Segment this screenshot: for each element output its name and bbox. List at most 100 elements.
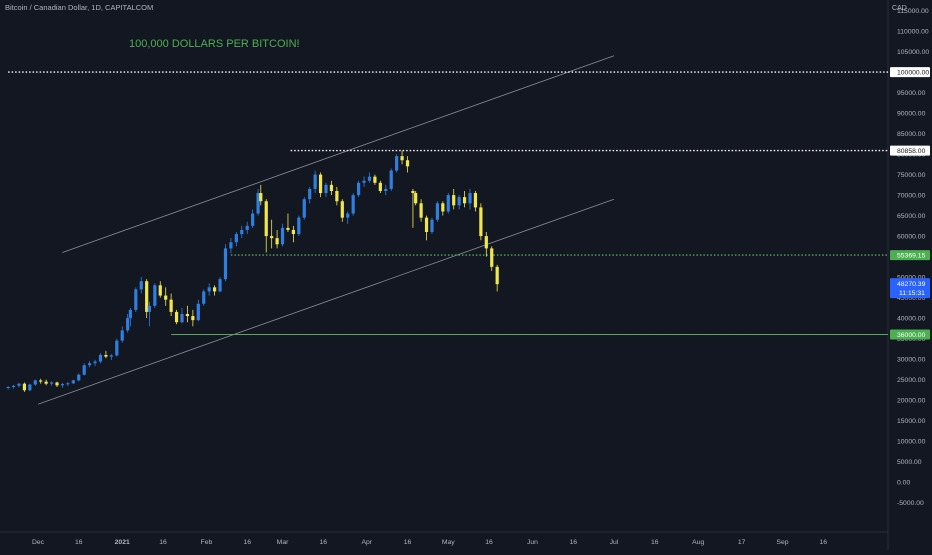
candle-body: [357, 182, 361, 196]
candle-body: [495, 266, 499, 285]
candle-body: [180, 314, 184, 323]
y-tick-label[interactable]: 40000.00: [897, 316, 926, 323]
x-tick-label[interactable]: 16: [651, 539, 659, 546]
candle-body: [419, 203, 423, 218]
candle-body: [126, 318, 130, 331]
x-tick-label[interactable]: Dec: [32, 539, 45, 546]
price-tag-text: 100000.00: [897, 70, 929, 77]
candle-body: [446, 195, 450, 212]
candle-body: [435, 203, 439, 220]
candle-body: [452, 195, 456, 206]
y-tick-label[interactable]: 45000.00: [897, 295, 926, 302]
x-tick-label[interactable]: Feb: [201, 539, 213, 546]
y-tick-label[interactable]: 0.00: [897, 480, 910, 487]
y-tick-label[interactable]: 115000.00: [897, 8, 929, 15]
candle-body: [145, 281, 149, 312]
x-tick-label[interactable]: Jun: [527, 539, 538, 546]
price-tags: 100000.00 80858.00 55369.15 36000.00 48270.3…: [890, 67, 930, 340]
candle-body: [17, 383, 21, 386]
candle-body: [251, 213, 255, 226]
channel-line-2[interactable]: [37, 198, 615, 405]
candle-body: [6, 386, 10, 388]
horizontal-levels[interactable]: [8, 71, 888, 335]
candle-body: [109, 355, 113, 357]
chart-annotation[interactable]: 100,000 DOLLARS PER BITCOIN!: [129, 38, 300, 50]
candle-body: [259, 193, 263, 202]
x-tick-label[interactable]: Apr: [361, 539, 372, 546]
y-tick-label[interactable]: 5000.00: [897, 459, 922, 466]
symbol-title: Bitcoin / Canadian Dollar, 1D, CAPITALCO…: [5, 3, 153, 12]
candle-body: [384, 188, 388, 191]
x-tick-label[interactable]: 16: [75, 539, 83, 546]
candle-body: [346, 213, 350, 218]
y-tick-label[interactable]: 105000.00: [897, 49, 929, 56]
y-tick-label[interactable]: 20000.00: [897, 398, 926, 405]
x-tick-label[interactable]: 16: [819, 539, 827, 546]
candle-body: [174, 311, 179, 323]
y-tick-label[interactable]: 10000.00: [897, 439, 926, 446]
y-tick-label[interactable]: -5000.00: [897, 500, 924, 507]
y-tick-label[interactable]: 30000.00: [897, 357, 926, 364]
candle-body: [104, 355, 108, 357]
x-tick-label[interactable]: 16: [159, 539, 167, 546]
x-tick-label[interactable]: May: [442, 539, 455, 546]
x-tick-label[interactable]: 16: [404, 539, 412, 546]
y-tick-label[interactable]: 75000.00: [897, 172, 926, 179]
x-tick-label[interactable]: Jul: [610, 539, 619, 546]
x-tick-label[interactable]: Mar: [277, 539, 289, 546]
x-tick-label[interactable]: 2021: [115, 539, 130, 546]
candle-body: [44, 381, 48, 384]
y-tick-label[interactable]: 15000.00: [897, 418, 926, 425]
price-tag-text: 80858.00: [897, 148, 926, 155]
candle-body: [479, 207, 483, 237]
candle-body: [302, 199, 306, 218]
y-tick-label[interactable]: 110000.00: [897, 29, 929, 36]
candle-body: [297, 217, 301, 235]
channel-lines[interactable]: [37, 55, 615, 405]
candle-body: [324, 184, 328, 194]
y-tick-label[interactable]: 70000.00: [897, 193, 926, 200]
y-tick-label[interactable]: 90000.00: [897, 111, 926, 118]
y-tick-label[interactable]: 95000.00: [897, 90, 926, 97]
y-tick-label[interactable]: 60000.00: [897, 234, 926, 241]
price-tag-100000.00: [890, 67, 930, 78]
candle-body: [280, 227, 285, 245]
candle-body: [405, 160, 410, 167]
candle-body: [430, 219, 434, 232]
x-tick-label[interactable]: Sep: [776, 539, 788, 546]
x-tick-label[interactable]: 17: [738, 539, 746, 546]
candle-body: [270, 236, 274, 239]
candle-body: [39, 380, 43, 382]
y-tick-label[interactable]: 65000.00: [897, 213, 926, 220]
candle-body: [158, 285, 162, 296]
candle-body: [28, 384, 32, 391]
candle-body: [202, 291, 206, 304]
x-tick-label[interactable]: 16: [569, 539, 577, 546]
x-tick-label[interactable]: 16: [485, 539, 493, 546]
candle-body: [218, 279, 222, 292]
y-tick-label[interactable]: 85000.00: [897, 131, 926, 138]
y-tick-label[interactable]: 25000.00: [897, 377, 926, 384]
candle-body: [256, 193, 260, 214]
x-tick-label[interactable]: 16: [320, 539, 328, 546]
candle-body: [164, 295, 168, 300]
time-axis[interactable]: Dec 16 2021 16 Feb 16 Mar 16 Apr 16 May 16 Jun 16 Jul 1…: [32, 539, 827, 546]
candle-body: [264, 201, 268, 237]
candle-body: [33, 380, 37, 385]
candle-body: [329, 184, 334, 191]
channel-line-1[interactable]: [62, 55, 615, 253]
candle-body: [88, 363, 92, 366]
candle-body: [414, 193, 418, 204]
candle-body: [66, 383, 70, 385]
y-tick-label[interactable]: 35000.00: [897, 336, 926, 343]
candle-body: [120, 330, 124, 341]
candle-body: [71, 380, 75, 384]
candle-body: [207, 287, 211, 292]
candle-body: [291, 229, 295, 235]
candle-body: [153, 285, 157, 306]
x-tick-label[interactable]: Aug: [692, 539, 704, 546]
candle-body: [191, 316, 195, 321]
x-tick-label[interactable]: 16: [243, 539, 251, 546]
